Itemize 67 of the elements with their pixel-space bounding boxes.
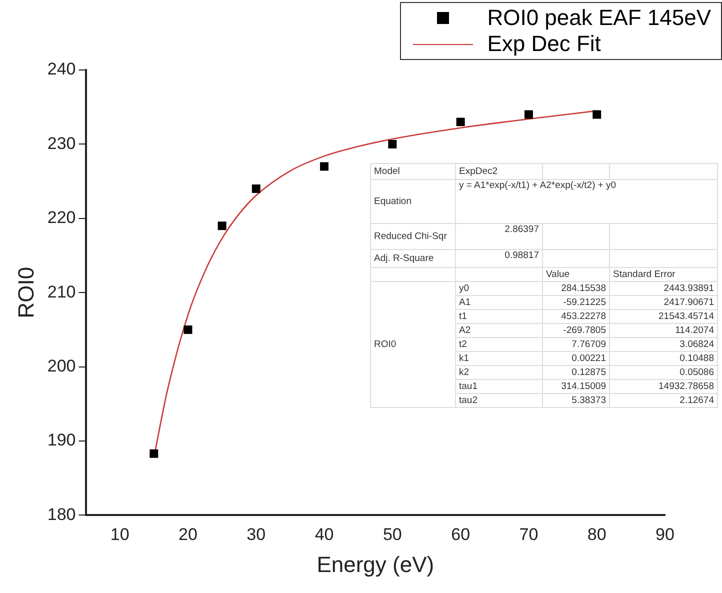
annotation: y = A1*exp(-x/t1) + A2*exp(-x/t2) + y0 <box>456 180 718 224</box>
x-tick-label: 50 <box>382 525 402 544</box>
x-tick-label: 90 <box>656 525 674 544</box>
annotation: k1 <box>456 352 542 366</box>
text: 2.12674 <box>610 394 718 408</box>
point <box>320 162 329 171</box>
annotation: Equation <box>370 180 456 224</box>
annotation: tau1 <box>456 380 542 394</box>
annotation: 314.15009 <box>542 380 610 394</box>
annotation: 2.86397 <box>456 224 542 250</box>
annotation: 2443.93891 <box>610 282 718 296</box>
x-tick-label: 70 <box>519 525 538 544</box>
annotation: A1 <box>456 296 542 310</box>
annotation: tau2 <box>456 394 542 408</box>
x-tick-label: 20 <box>178 525 198 544</box>
point <box>184 325 192 334</box>
point <box>252 184 260 193</box>
annotation: t2 <box>456 338 542 352</box>
annotation: -59.21225 <box>542 296 610 310</box>
annotation: t1 <box>456 310 542 324</box>
annotation: 0.98817 <box>456 250 542 268</box>
annotation: 21543.45714 <box>610 310 718 324</box>
annotation: Model <box>370 164 456 180</box>
annotation: 7.76709 <box>542 338 610 352</box>
x-tick-label: 60 <box>451 525 470 544</box>
annotation: Standard Error <box>610 268 718 282</box>
point <box>592 110 602 119</box>
annotation: 284.15538 <box>542 282 610 296</box>
annotation: Adj. R-Square <box>370 250 456 268</box>
y-tick-label: 190 <box>47 430 76 450</box>
point <box>150 449 158 458</box>
annotation: y0 <box>456 282 542 296</box>
annotation: ExpDec2 <box>456 164 542 180</box>
x-tick-label: 10 <box>110 525 130 544</box>
text: 0.05086 <box>610 366 718 380</box>
y-axis-title: ROI0 <box>13 266 38 318</box>
annotation: ROI0 <box>370 282 456 408</box>
annotation: Value <box>542 268 610 282</box>
y-tick-label: 200 <box>47 356 76 376</box>
x-tick-label: 80 <box>587 525 606 544</box>
x-tick-label: 30 <box>246 525 266 544</box>
annotation: A2 <box>456 324 542 338</box>
annotation: 5.38373 <box>542 394 610 408</box>
text: 0.10488 <box>610 352 718 366</box>
y-tick-label: 220 <box>47 208 76 228</box>
point <box>524 110 533 119</box>
annotation: 2417.90671 <box>610 296 718 310</box>
text: 114.2074 <box>610 324 718 338</box>
y-tick-label: 210 <box>47 282 76 302</box>
point <box>456 118 465 126</box>
annotation: 0.00221 <box>542 352 610 366</box>
y-tick-label: 230 <box>47 134 76 153</box>
annotation: 14932.78658 <box>610 380 718 394</box>
point <box>218 222 226 230</box>
annotation: k2 <box>456 366 542 380</box>
annotation: -269.7805 <box>542 324 610 338</box>
x-tick-label: 40 <box>314 525 334 544</box>
annotation: 0.12875 <box>542 366 610 380</box>
y-tick-label: 180 <box>47 504 76 524</box>
legend-label: ROI0 peak EAF 145eV <box>487 5 711 31</box>
annotation: Reduced Chi-Sqr <box>370 224 456 250</box>
annotation: 453.22278 <box>542 310 610 324</box>
legend-label: Exp Dec Fit <box>487 31 601 57</box>
point <box>388 140 397 148</box>
x-axis-title: Energy (eV) <box>316 552 434 577</box>
y-tick-label: 240 <box>47 60 76 79</box>
text: 3.06824 <box>610 338 718 352</box>
